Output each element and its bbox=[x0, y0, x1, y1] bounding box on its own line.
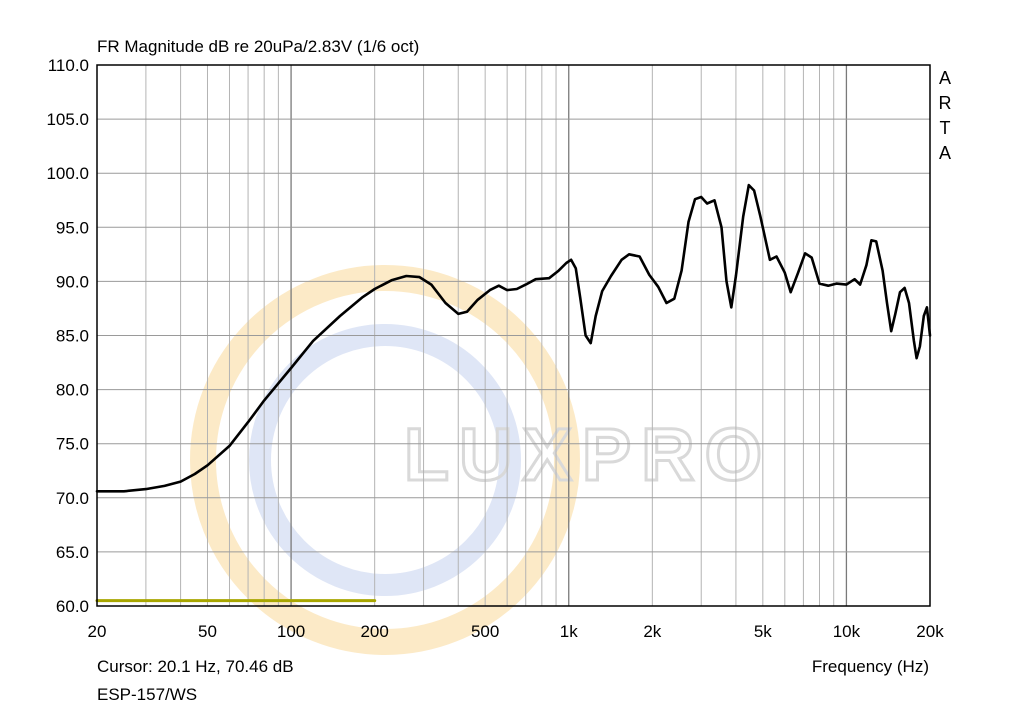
x-tick-label: 2k bbox=[643, 622, 661, 641]
y-tick-label: 75.0 bbox=[56, 435, 89, 454]
x-axis-ticks: 20 50 100 200 500 1k 2k 5k 10k 20k bbox=[88, 622, 945, 641]
arta-letter: T bbox=[940, 118, 951, 138]
x-axis-label: Frequency (Hz) bbox=[812, 657, 929, 676]
x-tick-label: 20 bbox=[88, 622, 107, 641]
y-tick-label: 85.0 bbox=[56, 327, 89, 346]
x-tick-label: 1k bbox=[560, 622, 578, 641]
chart-title: FR Magnitude dB re 20uPa/2.83V (1/6 oct) bbox=[97, 37, 419, 56]
x-tick-label: 20k bbox=[916, 622, 944, 641]
y-tick-label: 110.0 bbox=[48, 56, 89, 75]
y-tick-label: 105.0 bbox=[46, 110, 89, 129]
grid bbox=[97, 65, 930, 606]
arta-letter: A bbox=[939, 68, 951, 88]
y-tick-label: 90.0 bbox=[56, 272, 89, 291]
y-tick-label: 95.0 bbox=[56, 218, 89, 237]
y-tick-label: 70.0 bbox=[56, 489, 89, 508]
y-tick-label: 80.0 bbox=[56, 381, 89, 400]
series-layer bbox=[95, 183, 932, 603]
plot-frame bbox=[96, 64, 931, 607]
y-tick-label: 65.0 bbox=[56, 543, 89, 562]
x-tick-label: 100 bbox=[277, 622, 305, 641]
arta-letter: A bbox=[939, 143, 951, 163]
y-tick-label: 100.0 bbox=[46, 164, 89, 183]
arta-letter: R bbox=[939, 93, 952, 113]
x-tick-label: 50 bbox=[198, 622, 217, 641]
watermark-text: LUXPRO bbox=[404, 413, 772, 496]
y-axis-ticks: 60.0 65.0 70.0 75.0 80.0 85.0 90.0 95.0 100.0 105… bbox=[46, 56, 89, 616]
model-label: ESP-157/WS bbox=[97, 685, 197, 704]
cursor-readout: Cursor: 20.1 Hz, 70.46 dB bbox=[97, 657, 294, 676]
x-tick-label: 10k bbox=[833, 622, 861, 641]
x-tick-label: 200 bbox=[360, 622, 388, 641]
y-tick-label: 60.0 bbox=[56, 597, 89, 616]
watermark: LUXPRO bbox=[190, 265, 772, 655]
x-tick-label: 500 bbox=[471, 622, 499, 641]
x-tick-label: 5k bbox=[754, 622, 772, 641]
series-line-frequency-response bbox=[95, 183, 932, 493]
